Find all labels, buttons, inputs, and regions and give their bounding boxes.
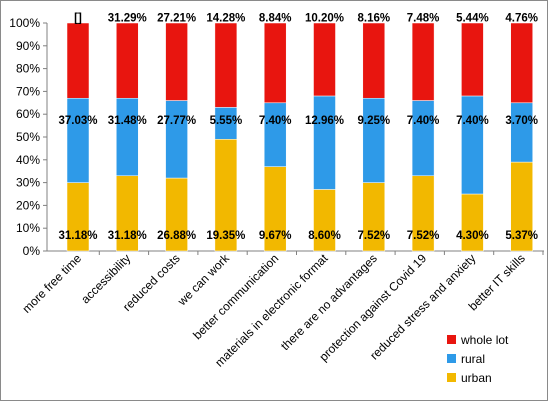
y-tick-label: 20% xyxy=(16,198,40,212)
legend-label: rural xyxy=(461,352,485,366)
axes: 0% 10% 20% 30% 40% 50% 60% 70% 80% 90% 100% xyxy=(9,16,544,258)
y-tick-label: 50% xyxy=(16,130,40,144)
bar-segment-rural xyxy=(362,97,386,183)
category-label: more free time xyxy=(20,251,85,316)
y-tick-label: 90% xyxy=(16,39,40,53)
bar-segment-whole-lot xyxy=(116,22,139,99)
data-label-urban: 8.60% xyxy=(308,230,341,242)
bar-segment-rural xyxy=(66,97,90,183)
bar-segment-rural xyxy=(116,97,139,177)
y-tick-label: 0% xyxy=(23,244,41,258)
bar-segment-whole-lot xyxy=(66,22,90,99)
data-label-whole-lot: 27.21% xyxy=(157,12,196,24)
bar-segment-whole-lot xyxy=(510,22,533,104)
y-tick-label: 80% xyxy=(16,62,40,76)
legend-swatch xyxy=(447,373,456,382)
data-label-urban: 19.35% xyxy=(206,230,245,242)
bar-segment-rural xyxy=(510,102,533,163)
data-label-rural: 7.40% xyxy=(456,115,489,127)
data-label-urban: 7.52% xyxy=(357,230,390,242)
data-label-rural: 5.55% xyxy=(210,115,243,127)
y-tick-label: 10% xyxy=(16,221,40,235)
y-tick-label: 60% xyxy=(16,107,40,121)
bar-segment-whole-lot xyxy=(362,22,386,99)
bar-segment-whole-lot xyxy=(313,22,336,97)
value-labels: 31.18% 31.18% 26.88% 19.35% 9.67% 8.60% 7.52% 7… xyxy=(58,12,538,242)
data-label-whole-lot: 8.16% xyxy=(357,12,390,24)
bar-segment-whole-lot xyxy=(411,22,435,101)
data-label-rural: 31.48% xyxy=(108,115,147,127)
y-tick-label: 70% xyxy=(16,84,40,98)
category-label: better communication xyxy=(190,251,281,342)
legend: whole lot rural urban xyxy=(447,333,509,385)
bar-segment-whole-lot xyxy=(214,22,238,108)
data-label-rural: 37.03% xyxy=(58,115,97,127)
bar-segment-rural xyxy=(165,100,188,179)
category-label: there are no advantages xyxy=(278,251,380,353)
data-label-rural: 9.25% xyxy=(357,115,390,127)
data-label-rural: 7.40% xyxy=(407,115,440,127)
bar-segment-whole-lot xyxy=(263,22,287,104)
data-label-urban: 31.18% xyxy=(108,230,147,242)
y-tick-label: 100% xyxy=(9,16,40,30)
data-label-whole-lot: 8.84% xyxy=(259,12,292,24)
data-label-urban: 5.37% xyxy=(505,230,538,242)
data-label-urban: 4.30% xyxy=(456,230,489,242)
data-label-rural: 7.40% xyxy=(259,115,292,127)
data-label-urban: 7.52% xyxy=(407,230,440,242)
data-label-whole-lot: 31.29% xyxy=(108,12,147,24)
bar-segment-rural xyxy=(461,95,484,195)
data-label-whole-lot: 5.44% xyxy=(456,12,489,24)
data-label-urban: 26.88% xyxy=(157,230,196,242)
bar-segment-whole-lot xyxy=(461,22,484,97)
data-label-rural: 3.70% xyxy=(505,115,538,127)
bar-segment-rural xyxy=(313,95,336,190)
legend-label: urban xyxy=(461,371,492,385)
data-label-whole-lot: 4.76% xyxy=(505,12,538,24)
data-label-urban: 31.18% xyxy=(58,230,97,242)
bar-segment-rural xyxy=(411,100,435,177)
y-tick-label: 30% xyxy=(16,176,40,190)
bars xyxy=(66,22,533,252)
legend-swatch xyxy=(447,354,456,363)
data-label-rural: 27.77% xyxy=(157,115,196,127)
data-label-whole-lot: 7.48% xyxy=(407,12,440,24)
data-label-urban: 9.67% xyxy=(259,230,292,242)
bar-segment-whole-lot xyxy=(165,22,188,101)
y-tick-label: 40% xyxy=(16,153,40,167)
data-label-whole-lot: 10.20% xyxy=(305,12,344,24)
bar-segment-rural xyxy=(263,102,287,167)
data-label-rural: 12.96% xyxy=(305,115,344,127)
legend-label: whole lot xyxy=(460,333,509,347)
data-label-whole-lot: [] xyxy=(74,12,82,24)
data-label-whole-lot: 14.28% xyxy=(206,12,245,24)
legend-swatch xyxy=(447,335,456,344)
bar-segment-urban xyxy=(461,193,484,252)
